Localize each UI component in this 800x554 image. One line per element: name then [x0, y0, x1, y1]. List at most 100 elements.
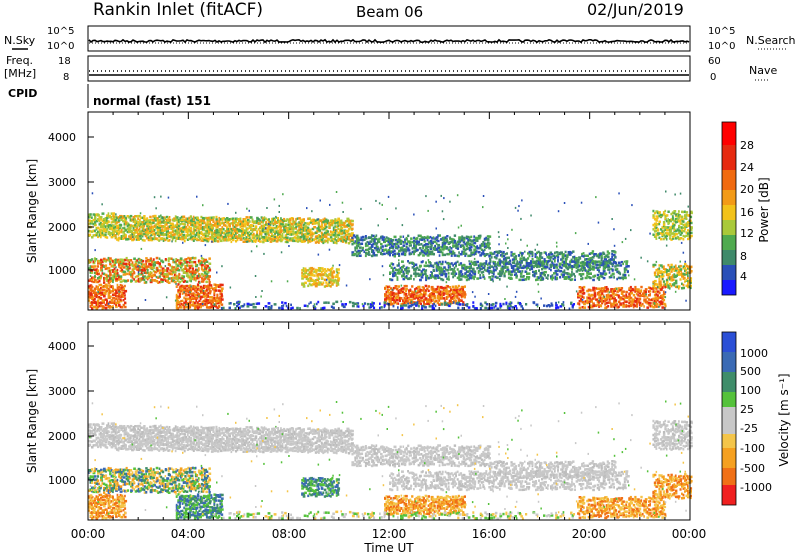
power-cell	[281, 221, 284, 225]
power-cell	[589, 276, 592, 280]
power-cell	[152, 215, 155, 218]
power-cell	[100, 215, 103, 219]
power-cell	[153, 235, 156, 239]
power-cell	[414, 272, 417, 276]
power-cell	[357, 252, 360, 255]
power-cell	[203, 217, 206, 220]
power-cell	[88, 216, 91, 219]
power-cell	[468, 242, 472, 246]
power-cell	[88, 295, 91, 298]
power-cell	[278, 219, 281, 223]
power-cell	[593, 274, 597, 278]
power-cell	[426, 242, 430, 246]
power-cell	[296, 231, 300, 235]
power-cell	[429, 276, 432, 279]
power-cell	[401, 274, 404, 277]
power-cell	[655, 283, 659, 286]
power-cell	[443, 242, 446, 245]
power-cell	[121, 288, 124, 291]
power-cell	[395, 245, 397, 248]
power-cell	[420, 299, 423, 302]
power-cell	[94, 288, 96, 292]
power-cell	[674, 237, 678, 240]
power-cell	[447, 290, 450, 293]
power-cell	[113, 270, 116, 274]
power-cell	[674, 221, 677, 224]
power-cell	[425, 252, 428, 256]
power-cell	[95, 233, 98, 237]
power-cell	[427, 299, 431, 303]
power-cell	[338, 224, 342, 227]
power-cell	[412, 295, 415, 298]
power-cell	[236, 231, 239, 234]
power-cell	[326, 268, 329, 271]
power-cell	[185, 260, 189, 264]
power-cell	[658, 222, 661, 226]
power-cell	[396, 269, 400, 272]
power-cell	[500, 267, 503, 270]
power-cell	[441, 270, 444, 274]
power-cell	[112, 269, 115, 272]
power-cell	[406, 296, 409, 300]
power-cell	[468, 269, 471, 272]
power-cell	[685, 231, 688, 234]
power-cell	[685, 222, 689, 225]
power-cell	[497, 261, 500, 264]
power-cell	[268, 237, 271, 240]
power-cell	[687, 274, 689, 277]
power-cell	[293, 231, 297, 234]
power-cell	[176, 218, 179, 222]
power-cell	[350, 238, 354, 241]
power-cell	[411, 247, 414, 250]
power-cell	[91, 307, 94, 310]
power-cell	[670, 227, 673, 230]
power-cell	[164, 217, 167, 220]
power-cell	[587, 265, 589, 269]
power-cell	[119, 237, 122, 240]
power-cell	[598, 269, 601, 272]
power-cell	[295, 219, 297, 222]
power-cell	[260, 220, 264, 224]
power-cell	[113, 230, 116, 234]
power-cell	[395, 242, 398, 245]
power-cell	[319, 269, 322, 273]
power-cell	[112, 305, 114, 308]
power-cell	[158, 226, 161, 229]
power-cell	[623, 276, 627, 280]
power-cell	[104, 221, 107, 225]
power-cell	[106, 258, 108, 262]
power-cell	[88, 213, 91, 216]
power-cell	[201, 300, 204, 304]
power-cell	[533, 264, 537, 268]
power-cell	[501, 267, 505, 270]
power-cell	[103, 285, 106, 288]
power-cell	[253, 232, 255, 236]
power-cell	[274, 239, 276, 242]
power-cell	[239, 234, 243, 238]
power-cell	[163, 272, 167, 276]
power-cell	[334, 233, 336, 237]
power-cell	[281, 234, 284, 237]
power-cell	[535, 270, 537, 273]
power-cell	[492, 260, 495, 264]
power-cell	[678, 229, 681, 232]
power-cell	[415, 287, 418, 290]
power-cell	[390, 287, 393, 290]
power-cell	[95, 268, 98, 271]
power-cell	[690, 234, 693, 238]
power-cell	[402, 264, 405, 268]
power-cell	[232, 217, 235, 220]
power-cell	[196, 268, 200, 272]
power-cell	[420, 251, 424, 254]
power-cell	[425, 264, 427, 268]
power-cell	[678, 226, 681, 229]
power-cell	[158, 262, 161, 265]
power-cell	[682, 275, 685, 278]
power-cell	[95, 295, 99, 299]
power-cell	[121, 263, 124, 267]
power-cell	[182, 259, 186, 262]
power-cell	[186, 230, 190, 233]
power-cell	[211, 298, 215, 302]
power-cell	[173, 260, 177, 264]
power-cell	[458, 254, 460, 258]
